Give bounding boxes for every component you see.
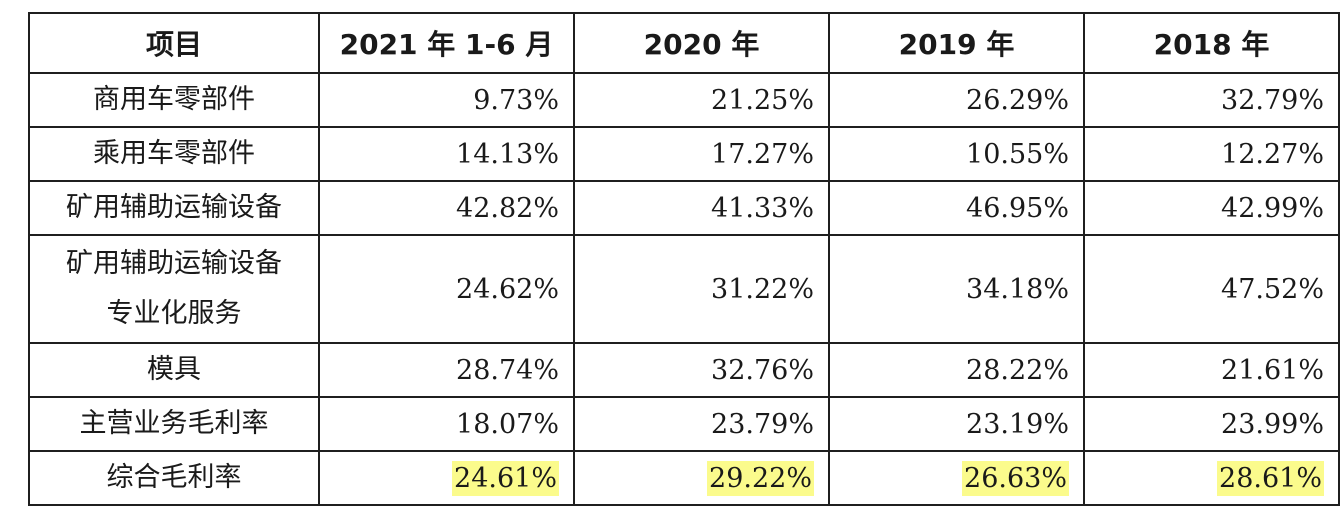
cell-value: 18.07% bbox=[318, 396, 575, 452]
row-label: 矿用辅助运输设备 专业化服务 bbox=[28, 234, 320, 344]
cell-value: 17.27% bbox=[573, 126, 830, 182]
cell-value: 41.33% bbox=[573, 180, 830, 236]
cell-value-highlighted: 26.63% bbox=[828, 450, 1085, 506]
table-row: 矿用辅助运输设备 专业化服务 24.62% 31.22% 34.18% 47.5… bbox=[28, 234, 1340, 344]
cell-value: 21.61% bbox=[1083, 342, 1340, 398]
highlighted-value: 26.63% bbox=[962, 460, 1069, 496]
cell-value: 14.13% bbox=[318, 126, 575, 182]
cell-value: 42.99% bbox=[1083, 180, 1340, 236]
row-label: 模具 bbox=[28, 342, 320, 398]
row-label: 商用车零部件 bbox=[28, 72, 320, 128]
cell-value: 26.29% bbox=[828, 72, 1085, 128]
header-2018: 2018 年 bbox=[1083, 12, 1340, 74]
row-label: 综合毛利率 bbox=[28, 450, 320, 506]
cell-value: 42.82% bbox=[318, 180, 575, 236]
cell-value-highlighted: 24.61% bbox=[318, 450, 575, 506]
table-container: 项目 2021 年 1-6 月 2020 年 2019 年 2018 年 商用车… bbox=[28, 12, 1340, 506]
row-label: 主营业务毛利率 bbox=[28, 396, 320, 452]
cell-value-highlighted: 28.61% bbox=[1083, 450, 1340, 506]
table-row: 主营业务毛利率 18.07% 23.79% 23.19% 23.99% bbox=[28, 396, 1340, 452]
cell-value: 10.55% bbox=[828, 126, 1085, 182]
cell-value: 28.74% bbox=[318, 342, 575, 398]
cell-value: 23.79% bbox=[573, 396, 830, 452]
cell-value: 24.62% bbox=[318, 234, 575, 344]
cell-value: 23.19% bbox=[828, 396, 1085, 452]
header-row: 项目 2021 年 1-6 月 2020 年 2019 年 2018 年 bbox=[28, 12, 1340, 74]
header-2020: 2020 年 bbox=[573, 12, 830, 74]
cell-value: 21.25% bbox=[573, 72, 830, 128]
cell-value: 9.73% bbox=[318, 72, 575, 128]
table-row: 矿用辅助运输设备 42.82% 41.33% 46.95% 42.99% bbox=[28, 180, 1340, 236]
highlighted-value: 28.61% bbox=[1217, 460, 1324, 496]
cell-value: 46.95% bbox=[828, 180, 1085, 236]
highlighted-value: 29.22% bbox=[707, 460, 814, 496]
cell-value: 31.22% bbox=[573, 234, 830, 344]
table-row: 乘用车零部件 14.13% 17.27% 10.55% 12.27% bbox=[28, 126, 1340, 182]
header-item: 项目 bbox=[28, 12, 320, 74]
header-2019: 2019 年 bbox=[828, 12, 1085, 74]
row-label-line: 矿用辅助运输设备 bbox=[66, 248, 282, 279]
row-label: 乘用车零部件 bbox=[28, 126, 320, 182]
row-label: 矿用辅助运输设备 bbox=[28, 180, 320, 236]
cell-value: 47.52% bbox=[1083, 234, 1340, 344]
highlighted-value: 24.61% bbox=[452, 460, 559, 496]
cell-value-highlighted: 29.22% bbox=[573, 450, 830, 506]
table-row: 商用车零部件 9.73% 21.25% 26.29% 32.79% bbox=[28, 72, 1340, 128]
cell-value: 23.99% bbox=[1083, 396, 1340, 452]
table-row-total: 综合毛利率 24.61% 29.22% 26.63% 28.61% bbox=[28, 450, 1340, 506]
gross-margin-table: 项目 2021 年 1-6 月 2020 年 2019 年 2018 年 商用车… bbox=[28, 12, 1340, 506]
table-row: 模具 28.74% 32.76% 28.22% 21.61% bbox=[28, 342, 1340, 398]
header-2021h1: 2021 年 1-6 月 bbox=[318, 12, 575, 74]
cell-value: 28.22% bbox=[828, 342, 1085, 398]
cell-value: 12.27% bbox=[1083, 126, 1340, 182]
row-label-line: 专业化服务 bbox=[106, 298, 242, 329]
cell-value: 34.18% bbox=[828, 234, 1085, 344]
cell-value: 32.76% bbox=[573, 342, 830, 398]
cell-value: 32.79% bbox=[1083, 72, 1340, 128]
